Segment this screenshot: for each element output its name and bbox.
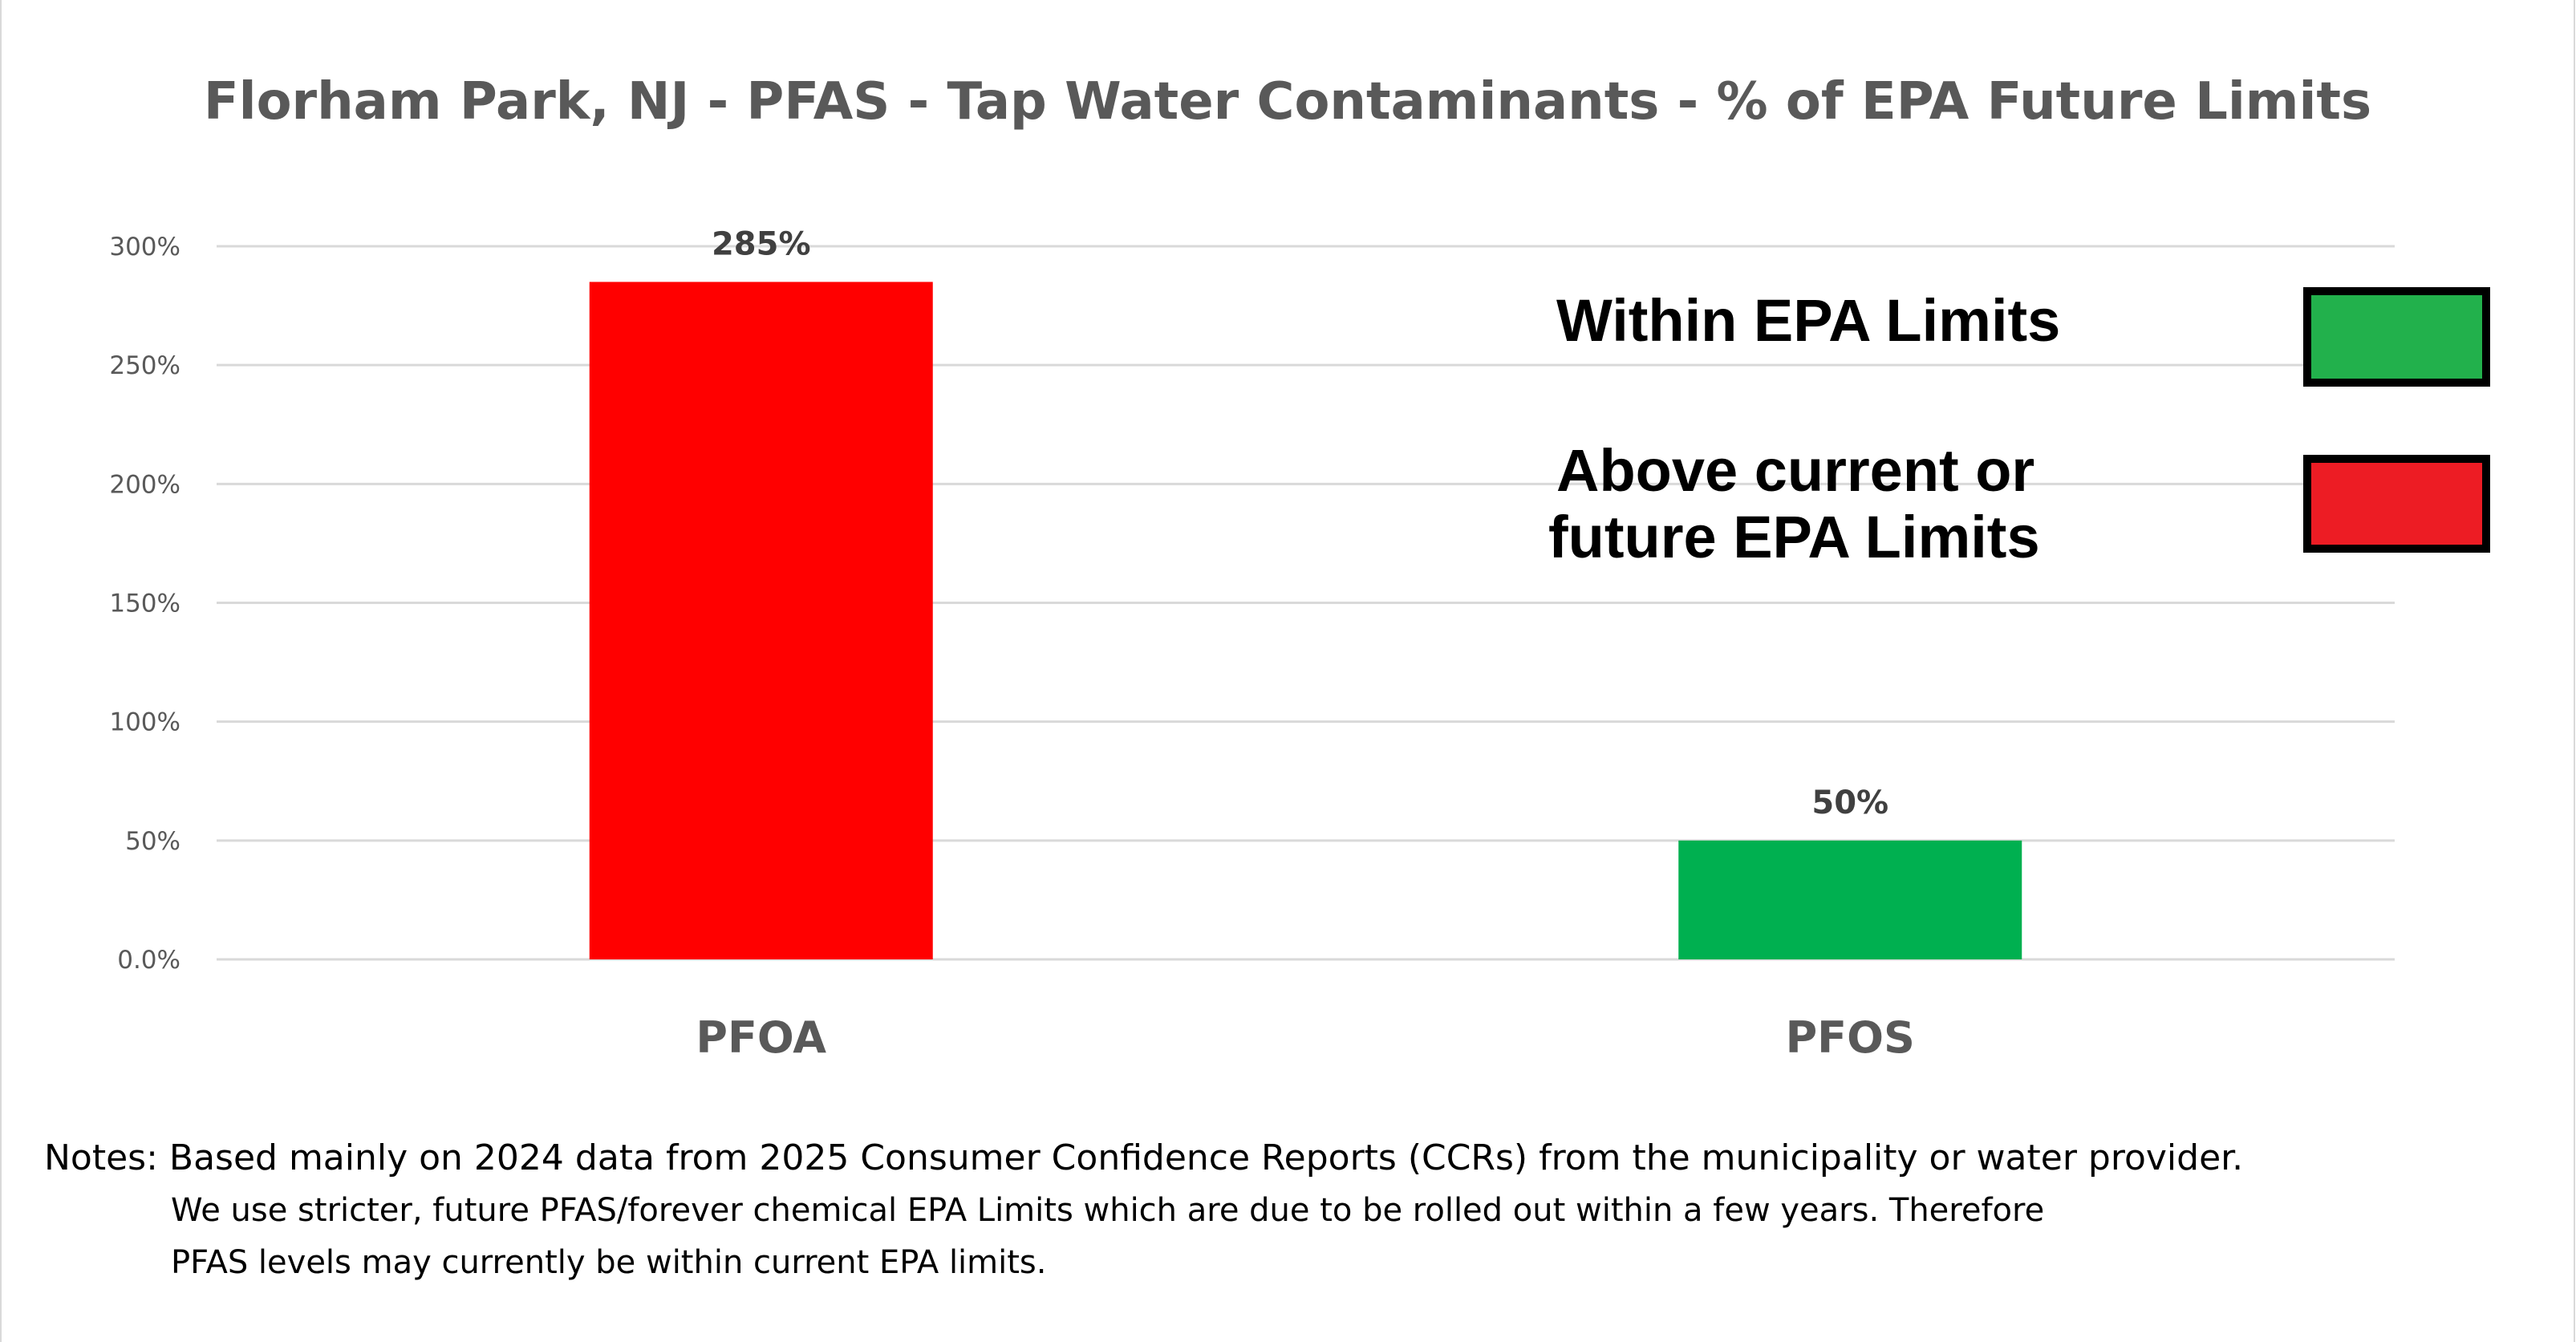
legend-label: Within EPA Limits [1556,287,2060,354]
legend-label: future EPA Limits [1548,504,2040,570]
legend-swatch [2303,455,2490,553]
y-tick-label: 150% [109,590,181,618]
data-label: 285% [712,225,811,262]
data-label: 50% [1811,785,1888,821]
y-tick-label: 0.0% [117,946,181,975]
chart-title: Florham Park, NJ - PFAS - Tap Water Cont… [204,72,2371,132]
y-tick-label: 300% [109,233,181,262]
category-label: PFOS [1786,1012,1915,1063]
bar-pfoa [589,282,933,959]
gridlines [217,245,2395,961]
legend: Within EPA Limits Above current orfuture … [1548,287,2490,570]
bars: 285% PFOA 50% PFOS [589,225,2022,1063]
legend-label: Above current or [1556,437,2034,504]
notes-line-2: We use stricter, future PFAS/forever che… [171,1192,2044,1229]
y-tick-label: 100% [109,708,181,737]
category-label: PFOA [696,1012,826,1063]
y-tick-label: 250% [109,351,181,380]
legend-swatch [2303,287,2490,387]
notes-line-1: Notes: Based mainly on 2024 data from 20… [44,1137,2243,1178]
y-tick-label: 200% [109,470,181,499]
y-axis-ticks: 0.0% 50% 100% 150% 200% 250% 300% [109,233,181,975]
bar-pfos [1678,840,2022,959]
notes-line-3: PFAS levels may currently be within curr… [171,1244,1046,1281]
y-tick-label: 50% [125,827,181,856]
